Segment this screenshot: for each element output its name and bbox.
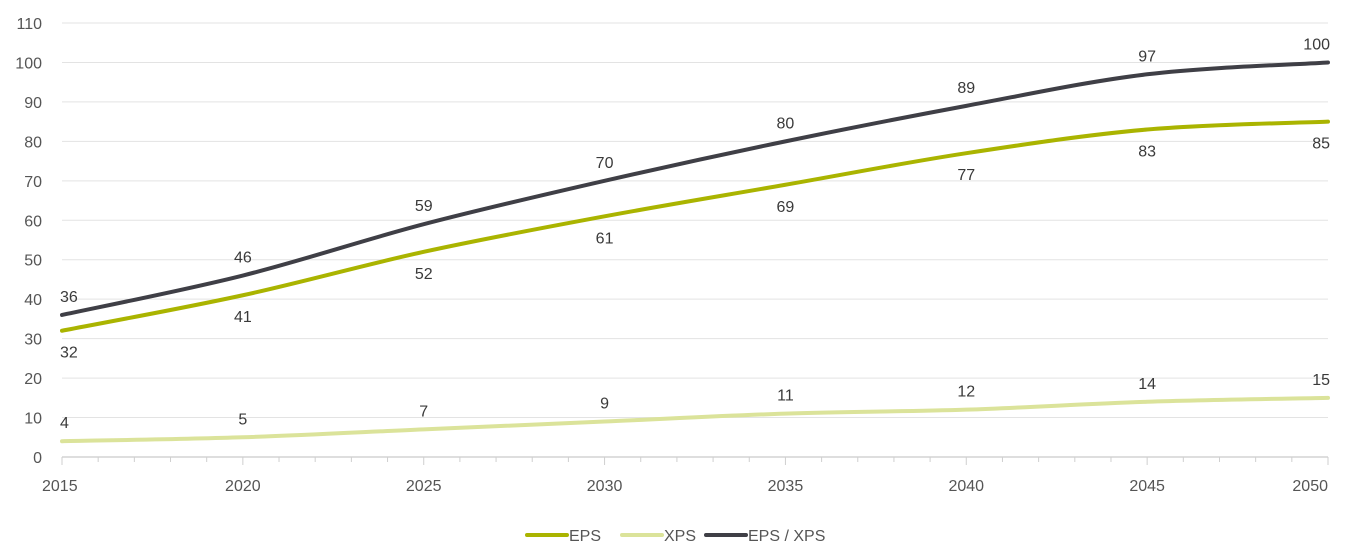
x-tick-label: 2045 — [1129, 478, 1165, 495]
data-label: 15 — [1312, 372, 1330, 389]
data-label: 11 — [777, 388, 794, 405]
x-axis: 2015 2020 2025 2030 2035 2040 2045 2050 — [42, 456, 1329, 495]
data-label: 36 — [60, 289, 78, 306]
data-label: 59 — [415, 198, 433, 215]
series-lines — [60, 60, 1330, 444]
data-label: 5 — [238, 411, 247, 428]
legend-item: XPS — [620, 528, 696, 543]
series-line-xps — [60, 395, 1330, 444]
y-tick-label: 60 — [24, 213, 42, 230]
data-label: 97 — [1138, 48, 1156, 65]
x-tick-label: 2025 — [406, 478, 442, 495]
data-label: 52 — [415, 266, 433, 283]
y-tick-label: 110 — [16, 16, 42, 33]
data-label: 4 — [60, 415, 69, 432]
x-tick-label: 2015 — [42, 478, 78, 495]
y-axis-ticks: 0 10 20 30 40 50 60 70 80 90 100 110 — [15, 16, 42, 467]
y-tick-label: 30 — [24, 332, 42, 349]
data-label: 77 — [957, 167, 975, 184]
data-label: 9 — [600, 395, 609, 412]
gridlines — [62, 22, 1328, 419]
legend-label: EPS — [569, 528, 601, 543]
data-label: 69 — [777, 199, 795, 216]
data-label: 14 — [1138, 376, 1156, 393]
data-label: 83 — [1138, 144, 1156, 161]
data-label: 32 — [60, 345, 78, 362]
y-tick-label: 10 — [24, 411, 42, 428]
x-tick-label: 2035 — [768, 478, 804, 495]
data-label: 41 — [234, 309, 252, 326]
data-label: 100 — [1303, 36, 1330, 53]
x-tick-label: 2040 — [948, 478, 984, 495]
y-tick-label: 50 — [24, 253, 42, 270]
y-tick-label: 90 — [24, 95, 42, 112]
y-tick-label: 70 — [24, 174, 42, 191]
x-tick-label: 2020 — [225, 478, 261, 495]
x-tick-label: 2030 — [587, 478, 623, 495]
x-tick-label: 2050 — [1292, 478, 1328, 495]
series-line-eps — [60, 119, 1330, 333]
y-tick-label: 0 — [33, 450, 42, 467]
legend-item: EPS — [525, 528, 601, 543]
legend-label: XPS — [664, 528, 696, 543]
data-label: 7 — [419, 403, 428, 420]
data-label: 85 — [1312, 136, 1330, 153]
legend: EPS XPS EPS / XPS — [525, 528, 825, 543]
y-tick-label: 80 — [24, 134, 42, 151]
data-label: 46 — [234, 250, 252, 267]
data-label: 70 — [596, 155, 614, 172]
y-tick-label: 40 — [24, 292, 42, 309]
legend-item: EPS / XPS — [704, 528, 825, 543]
y-tick-label: 100 — [15, 55, 42, 72]
data-label: 61 — [596, 230, 614, 247]
data-label: 12 — [957, 384, 975, 401]
data-label: 80 — [777, 115, 795, 132]
data-labels: 32 41 52 61 69 77 83 85 4 5 7 9 11 12 14 15 36 46 59 70 80 89… — [60, 36, 1330, 432]
legend-label: EPS / XPS — [748, 528, 825, 543]
y-tick-label: 20 — [24, 371, 42, 388]
data-label: 89 — [957, 80, 975, 97]
series-line-eps-xps — [60, 60, 1330, 317]
